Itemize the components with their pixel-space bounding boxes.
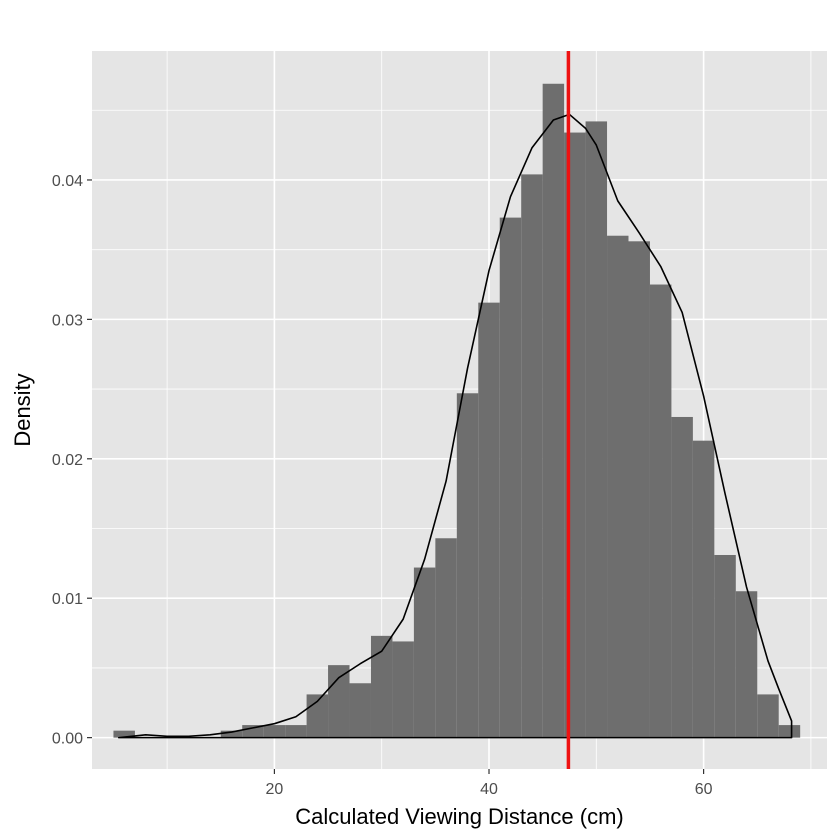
density-curve-layer [118, 113, 793, 739]
histogram-bar [220, 730, 243, 738]
histogram-bar [456, 393, 479, 738]
histogram-bar [607, 235, 629, 738]
histogram-bar [413, 567, 436, 738]
histogram-bar [328, 665, 350, 738]
y-tick-label: 0.03 [52, 312, 83, 329]
histogram-bar [542, 83, 565, 738]
x-tick-label: 60 [695, 781, 713, 798]
histogram-bar [671, 416, 693, 738]
axes: 20 40 60 0.00 0.01 0.02 0.03 0.04 [52, 173, 713, 798]
histogram-bar [585, 121, 608, 738]
density-curve [118, 113, 793, 739]
histogram-bar [778, 725, 801, 738]
histogram-bar [370, 635, 393, 738]
histogram-bar [263, 725, 286, 738]
histogram-bar [735, 591, 758, 738]
histogram-bar [757, 694, 779, 738]
x-tick-label: 40 [480, 781, 498, 798]
x-tick-label: 20 [266, 781, 284, 798]
histogram-bar [692, 440, 715, 738]
y-tick-label: 0.01 [52, 591, 83, 608]
histogram-bar [113, 730, 135, 738]
y-tick-label: 0.04 [52, 173, 83, 190]
histogram-bar [499, 217, 522, 738]
histogram-bar [478, 302, 500, 738]
histogram-bar [521, 174, 543, 738]
histogram-bar [435, 538, 457, 738]
histogram-bar [628, 241, 650, 738]
y-tick-label: 0.02 [52, 452, 83, 469]
histogram-bar [349, 683, 371, 738]
histogram-bar [285, 725, 307, 738]
histogram-bar [392, 641, 414, 738]
y-tick-label: 0.00 [52, 731, 83, 748]
x-axis-title: Calculated Viewing Distance (cm) [295, 804, 624, 829]
y-axis-title: Density [10, 373, 35, 446]
histogram-bar [714, 554, 736, 738]
histogram-bar [649, 284, 672, 738]
